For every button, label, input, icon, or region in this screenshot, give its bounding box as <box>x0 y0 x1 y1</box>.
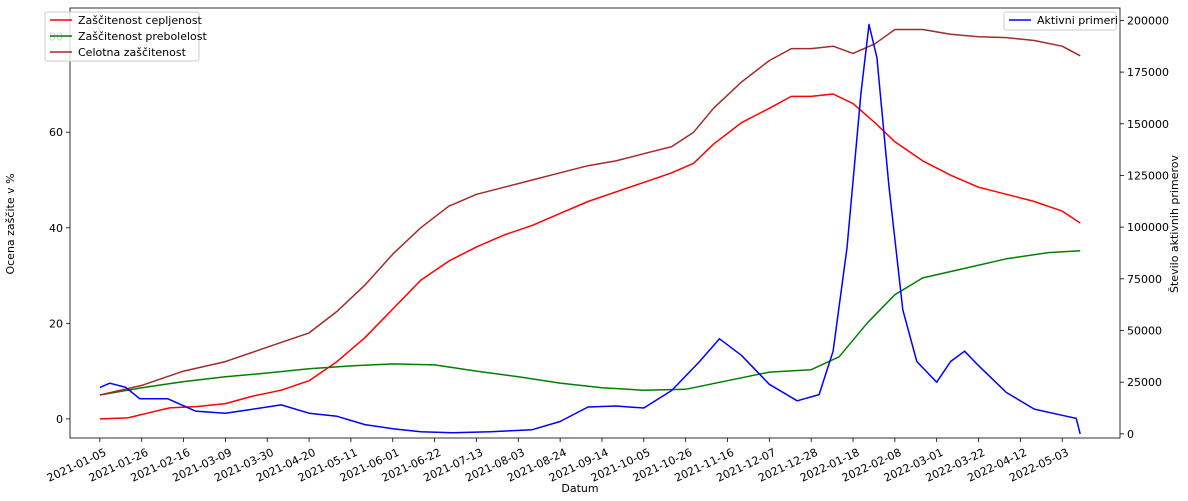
series-line-2 <box>99 28 1081 396</box>
legend-left: Zaščitenost cepljenost Zaščitenost prebo… <box>44 11 208 62</box>
legend-label-recovered: Zaščitenost prebolelost <box>78 30 208 43</box>
right-y-tick-label: 100000 <box>1127 221 1169 234</box>
legend-left-box <box>44 11 200 62</box>
plot-frame <box>69 7 1121 439</box>
left-y-tick-label: 40 <box>49 222 63 235</box>
right-y-tick-label: 200000 <box>1127 14 1169 27</box>
left-y-axis-title: Ocena zaščite v % <box>4 173 17 274</box>
legend-label-vaccinated: Zaščitenost cepljenost <box>78 14 203 27</box>
series-line-3 <box>99 23 1081 435</box>
right-y-axis: 0 25000 50000 75000 100000 125000 150000 175000… <box>1120 14 1169 441</box>
right-y-tick-label: 75000 <box>1127 273 1162 286</box>
plot-area <box>69 7 1121 439</box>
left-y-tick-label: 0 <box>56 413 63 426</box>
right-y-tick-label: 175000 <box>1127 66 1169 79</box>
series-line-1 <box>99 249 1081 396</box>
legend-label-active-cases: Aktivni primeri <box>1037 14 1118 27</box>
x-axis: 2021-01-052021-01-262021-02-162021-03-09… <box>45 438 1071 485</box>
right-y-axis-title: Število aktivnih primerov <box>1168 155 1181 293</box>
right-y-tick-label: 25000 <box>1127 376 1162 389</box>
left-y-axis: 020406080 <box>49 31 70 426</box>
right-y-tick-label: 50000 <box>1127 325 1162 338</box>
left-y-tick-label: 20 <box>49 317 63 330</box>
legend-label-total: Celotna zaščitenost <box>78 46 187 59</box>
left-y-tick-label: 60 <box>49 126 63 139</box>
legend-right-box <box>1003 11 1117 31</box>
series-line-0 <box>99 93 1081 420</box>
x-axis-title: Datum <box>561 482 598 495</box>
right-y-tick-label: 150000 <box>1127 118 1169 131</box>
right-y-tick-label: 125000 <box>1127 169 1169 182</box>
legend-right: Aktivni primeri <box>1003 11 1118 31</box>
right-y-tick-label: 0 <box>1127 428 1134 441</box>
